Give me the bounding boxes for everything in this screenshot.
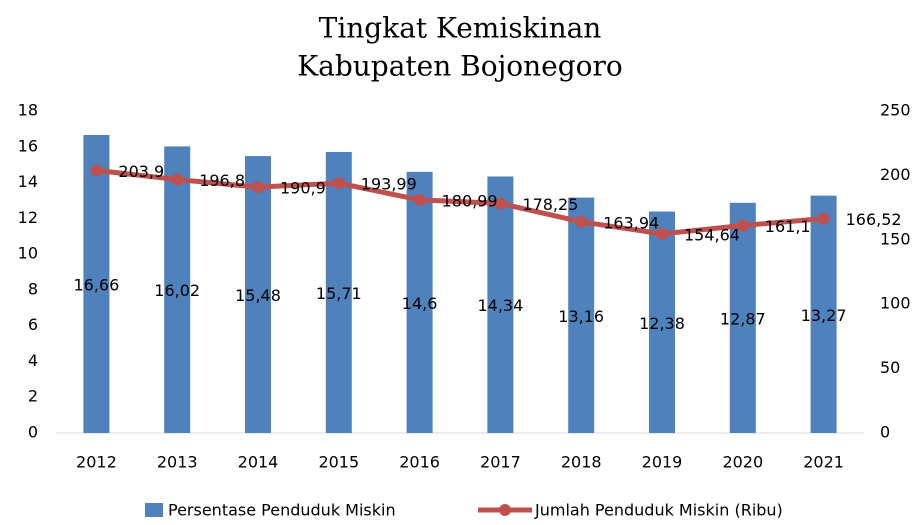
value-label: 13,27 bbox=[801, 306, 847, 325]
value-label: 14,6 bbox=[402, 294, 438, 313]
y-tick-label: 10 bbox=[18, 244, 38, 263]
value-label: 166,52 bbox=[846, 210, 902, 229]
y-tick-label: 14 bbox=[18, 172, 38, 191]
chart-title: Kabupaten Bojonegoro bbox=[297, 50, 623, 83]
marker bbox=[494, 197, 507, 210]
bar bbox=[487, 176, 514, 433]
x-tick-label: 2016 bbox=[399, 453, 440, 472]
marker bbox=[575, 215, 588, 228]
x-tick-label: 2019 bbox=[642, 453, 683, 472]
bar bbox=[568, 197, 595, 433]
y-tick-label: 12 bbox=[18, 208, 38, 227]
y-tick-label: 18 bbox=[18, 101, 38, 120]
y-tick-label: 16 bbox=[18, 136, 38, 155]
marker bbox=[90, 164, 103, 177]
x-tick-label: 2017 bbox=[480, 453, 521, 472]
y-tick-label: 4 bbox=[28, 351, 38, 370]
value-label: 196,8 bbox=[199, 171, 245, 190]
bar bbox=[810, 195, 837, 433]
value-label: 16,02 bbox=[154, 281, 200, 300]
marker bbox=[252, 181, 264, 194]
marker bbox=[413, 193, 426, 206]
value-label: 12,87 bbox=[720, 309, 766, 328]
x-tick-label: 2020 bbox=[722, 453, 763, 472]
value-label: 180,99 bbox=[442, 191, 498, 210]
legend-label: Persentase Penduduk Miskin bbox=[168, 501, 396, 520]
value-label: 154,64 bbox=[684, 225, 740, 244]
value-label: 15,48 bbox=[235, 286, 281, 305]
legend-swatch bbox=[145, 503, 163, 517]
value-label: 161,1 bbox=[765, 217, 811, 236]
value-label: 12,38 bbox=[639, 314, 685, 333]
y-tick-label: 6 bbox=[28, 315, 38, 334]
marker bbox=[171, 173, 184, 186]
value-label: 190,9 bbox=[280, 179, 326, 198]
y2-tick-label: 50 bbox=[880, 358, 900, 377]
x-tick-label: 2018 bbox=[561, 453, 602, 472]
line bbox=[96, 167, 824, 237]
value-label: 16,66 bbox=[73, 275, 119, 294]
bar bbox=[325, 151, 352, 433]
value-label: 15,71 bbox=[316, 284, 362, 303]
value-label: 203,9 bbox=[118, 162, 164, 181]
bar bbox=[164, 146, 191, 434]
bar bbox=[649, 211, 675, 433]
x-tick-label: 2015 bbox=[318, 453, 359, 472]
marker bbox=[656, 227, 668, 240]
value-label: 163,94 bbox=[603, 213, 659, 232]
value-label: 13,16 bbox=[558, 307, 604, 326]
y2-tick-label: 250 bbox=[880, 101, 911, 120]
marker bbox=[736, 219, 749, 232]
x-tick-label: 2012 bbox=[76, 453, 117, 472]
x-tick-label: 2014 bbox=[238, 453, 279, 472]
x-tick-label: 2013 bbox=[157, 453, 198, 472]
x-tick-label: 2021 bbox=[803, 453, 844, 472]
bar bbox=[406, 171, 433, 434]
bar bbox=[83, 134, 110, 433]
legend-swatch bbox=[499, 504, 511, 516]
marker bbox=[332, 177, 345, 190]
y-tick-label: 2 bbox=[28, 387, 38, 406]
y2-tick-label: 100 bbox=[880, 294, 911, 313]
value-label: 14,34 bbox=[477, 296, 523, 315]
y-tick-label: 8 bbox=[28, 279, 38, 298]
bar bbox=[729, 202, 756, 433]
y2-tick-label: 150 bbox=[880, 229, 911, 248]
y2-tick-label: 200 bbox=[880, 165, 911, 184]
y-tick-label: 0 bbox=[28, 423, 38, 442]
chart-title: Tingkat Kemiskinan bbox=[319, 12, 602, 45]
bar bbox=[245, 156, 271, 433]
marker bbox=[817, 212, 830, 225]
y2-tick-label: 0 bbox=[880, 423, 890, 442]
legend-label: Jumlah Penduduk Miskin (Ribu) bbox=[534, 501, 783, 520]
value-label: 193,99 bbox=[361, 175, 417, 194]
value-label: 178,25 bbox=[522, 195, 578, 214]
